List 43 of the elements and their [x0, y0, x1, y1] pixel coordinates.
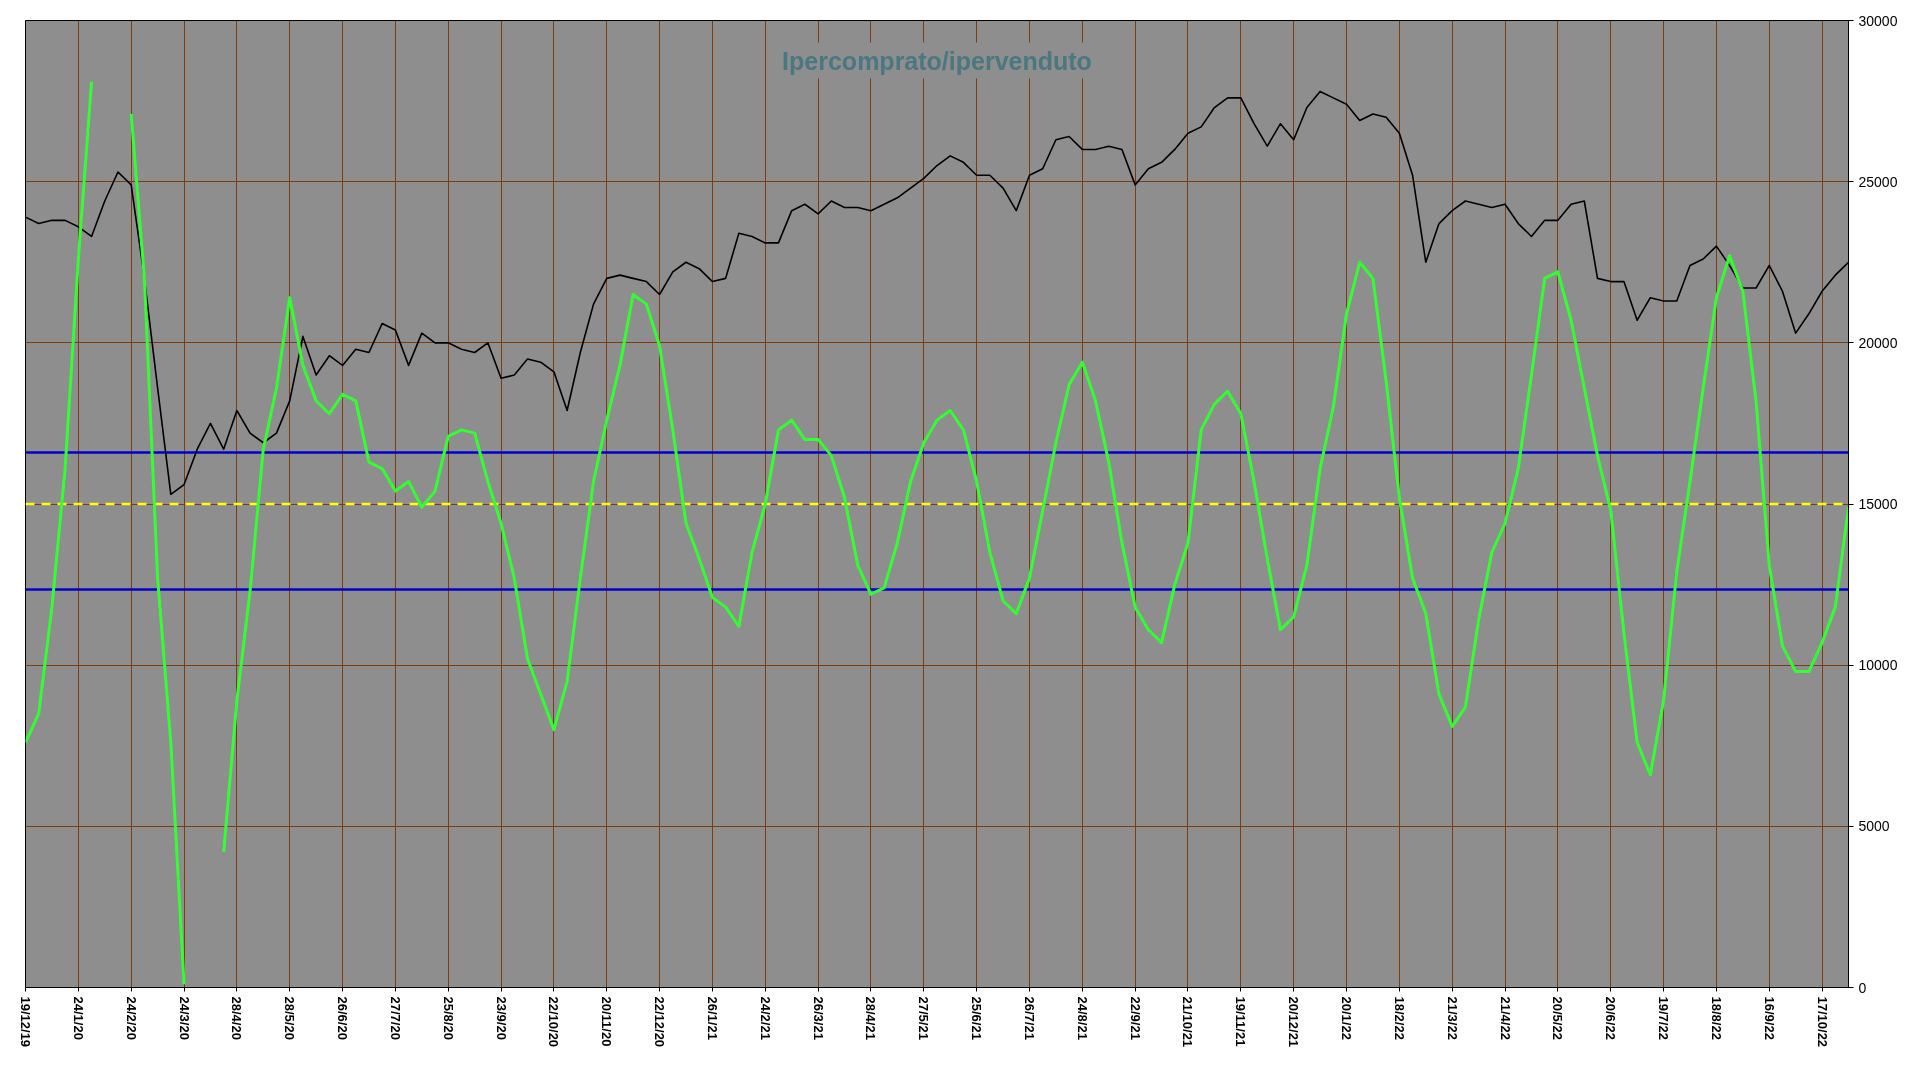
x-tick-label: 21/3/22	[1444, 996, 1460, 1040]
x-tick-label: 24/2/21	[757, 996, 773, 1040]
x-tick-label: 18/8/22	[1708, 996, 1724, 1040]
y-tick-label: 30000	[1858, 12, 1898, 29]
x-tick-label: 22/10/20	[546, 996, 562, 1048]
y-tick-label: 15000	[1858, 496, 1898, 512]
y-tick-label: 20000	[1858, 334, 1898, 351]
text: Ipercomprato/ipervenduto	[782, 46, 1092, 75]
x-tick-label: 24/8/21	[1074, 996, 1090, 1040]
x-tick-label: 16/9/22	[1761, 996, 1777, 1040]
x-tick-label: 18/2/22	[1391, 996, 1407, 1040]
x-tick-label: 24/3/20	[176, 996, 192, 1040]
x-tick-label: 19/12/19	[18, 996, 33, 1048]
x-tick-label: 24/1/20	[70, 996, 86, 1040]
x-tick-label: 20/11/20	[599, 996, 615, 1047]
x-tick-label: 26/7/21	[1021, 996, 1037, 1040]
x-tick-label: 26/3/21	[810, 996, 826, 1040]
x-tick-label: 21/10/21	[1180, 996, 1196, 1048]
x-tick-label: 22/9/21	[1127, 996, 1143, 1040]
x-tick-label: 28/4/20	[229, 996, 245, 1040]
x-tick-label: 23/9/20	[493, 996, 509, 1040]
x-tick-label: 26/6/20	[335, 996, 351, 1040]
x-tick-label: 24/2/20	[123, 996, 139, 1040]
y-tick-label: 0	[1858, 979, 1867, 996]
x-tick-label: 21/4/22	[1497, 996, 1513, 1040]
y-tick-label: 5000	[1858, 818, 1890, 835]
y-tick-label: 25000	[1858, 173, 1898, 190]
x-tick-label: 27/5/21	[916, 996, 932, 1040]
x-tick-label: 28/4/21	[863, 996, 879, 1040]
x-tick-label: 22/12/20	[652, 996, 668, 1048]
x-tick-label: 20/6/22	[1603, 996, 1619, 1040]
x-tick-label: 27/7/20	[387, 996, 403, 1040]
x-tick-label: 25/8/20	[440, 996, 456, 1040]
x-tick-label: 20/5/22	[1550, 996, 1566, 1040]
y-tick-label: 10000	[1858, 657, 1898, 674]
x-tick-label: 17/10/22	[1814, 996, 1830, 1048]
x-tick-label: 20/1/22	[1339, 996, 1355, 1040]
x-tick-label: 19/11/21	[1233, 996, 1249, 1047]
x-tick-label: 25/6/21	[969, 996, 985, 1040]
x-tick-label: 19/7/22	[1656, 996, 1672, 1040]
x-tick-label: 20/12/21	[1286, 996, 1302, 1048]
x-tick-label: 26/1/21	[704, 996, 720, 1040]
x-tick-label: 28/5/20	[282, 996, 298, 1040]
